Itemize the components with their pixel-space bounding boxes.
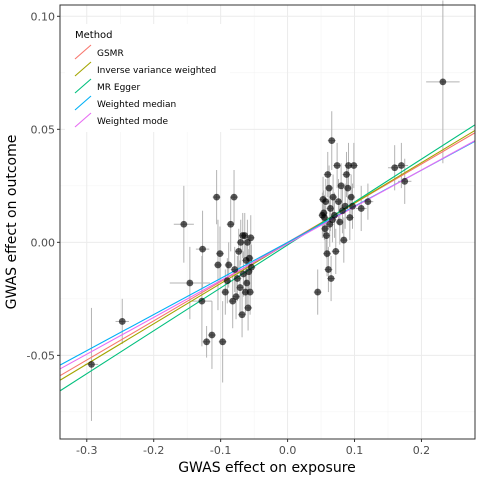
data-point: [199, 245, 206, 253]
data-point: [233, 275, 241, 282]
data-point: [341, 202, 349, 210]
legend-title: Method: [75, 30, 113, 41]
data-point: [336, 218, 344, 226]
data-point: [357, 205, 365, 212]
plot-panel-border: [59, 4, 476, 440]
data-point: [347, 193, 355, 201]
legend-label: GSMR: [97, 49, 124, 59]
data-point: [246, 254, 253, 262]
data-point: [213, 193, 221, 201]
data-point: [364, 198, 372, 206]
data-point: [320, 214, 328, 221]
y-axis-ticks: -0.05 0.00 0.05 0.10: [27, 10, 60, 362]
data-point: [225, 261, 233, 269]
data-point: [345, 162, 352, 169]
legend-label: Inverse variance weighted: [97, 66, 216, 76]
data-point: [332, 247, 340, 255]
data-point: [325, 184, 333, 192]
legend-key: [74, 112, 92, 128]
data-point: [118, 318, 126, 325]
x-tick-label: 0.2: [413, 444, 431, 457]
data-point: [219, 338, 227, 346]
data-point: [231, 266, 239, 273]
data-points: [88, 78, 447, 368]
legend-entries: GSMR Inverse variance weighted MR Egger Wei…: [74, 44, 216, 128]
data-point: [325, 266, 332, 273]
data-point: [314, 288, 322, 296]
data-point: [350, 162, 358, 169]
data-point: [331, 211, 338, 219]
data-point: [230, 193, 238, 201]
data-point: [235, 247, 243, 255]
data-point: [208, 331, 216, 339]
y-tick-label: 0.10: [31, 10, 56, 23]
legend-label: MR Egger: [97, 83, 141, 93]
legend: Method GSMR Inverse variance weighted MR E…: [65, 24, 230, 132]
data-point: [340, 236, 348, 244]
data-point: [247, 234, 255, 242]
data-point: [323, 250, 331, 258]
data-point: [248, 263, 255, 271]
data-point: [240, 270, 247, 278]
data-point: [401, 177, 409, 185]
regression-line: [59, 124, 476, 392]
x-tick-label: -0.2: [143, 444, 164, 457]
x-axis-ticks: -0.3 -0.2 -0.1 0.0 0.1 0.2: [76, 439, 430, 457]
x-tick-label: 0.0: [279, 444, 297, 457]
data-point: [238, 311, 246, 319]
data-point: [343, 171, 350, 178]
data-point: [203, 338, 210, 346]
data-point: [198, 297, 206, 305]
data-point: [221, 288, 229, 296]
data-point: [216, 250, 224, 258]
data-point: [391, 164, 399, 172]
data-point: [180, 220, 188, 228]
data-point: [236, 284, 244, 291]
data-point: [322, 198, 330, 206]
x-tick-label: -0.1: [210, 444, 231, 457]
data-point: [88, 361, 95, 368]
y-tick-label: 0.05: [31, 123, 56, 136]
data-point: [346, 214, 354, 221]
data-point: [323, 232, 330, 239]
data-point: [337, 182, 345, 190]
y-tick-label: 0.00: [31, 236, 56, 249]
data-point: [186, 279, 194, 287]
x-tick-label: 0.1: [346, 444, 364, 457]
legend-label: Weighted median: [97, 100, 176, 110]
data-point: [333, 162, 341, 169]
data-point: [329, 193, 337, 201]
data-point: [242, 288, 249, 296]
legend-key: [74, 61, 92, 77]
x-tick-label: -0.3: [76, 444, 97, 457]
data-point: [241, 232, 249, 239]
data-point: [244, 304, 252, 312]
data-point: [327, 275, 335, 282]
data-point: [214, 261, 222, 269]
data-point: [237, 238, 245, 246]
data-point: [335, 198, 342, 206]
legend-background: [65, 24, 230, 132]
data-point: [327, 205, 334, 212]
data-point: [397, 162, 405, 169]
data-point: [321, 225, 329, 233]
data-point: [439, 78, 447, 86]
legend-key: [74, 44, 92, 60]
data-point: [243, 279, 251, 287]
data-point: [227, 220, 235, 228]
data-point: [349, 202, 356, 210]
data-point: [232, 293, 240, 300]
x-axis-label: GWAS effect on exposure: [178, 460, 356, 476]
data-point: [344, 184, 352, 192]
data-point: [223, 277, 231, 285]
y-axis-label: GWAS effect on outcome: [4, 135, 20, 310]
legend-key: [74, 95, 92, 111]
legend-label: Weighted mode: [97, 117, 168, 127]
legend-key: [74, 78, 92, 94]
y-tick-label: -0.05: [27, 349, 55, 362]
data-point: [324, 171, 332, 178]
data-point: [246, 288, 254, 296]
data-point: [328, 137, 336, 145]
